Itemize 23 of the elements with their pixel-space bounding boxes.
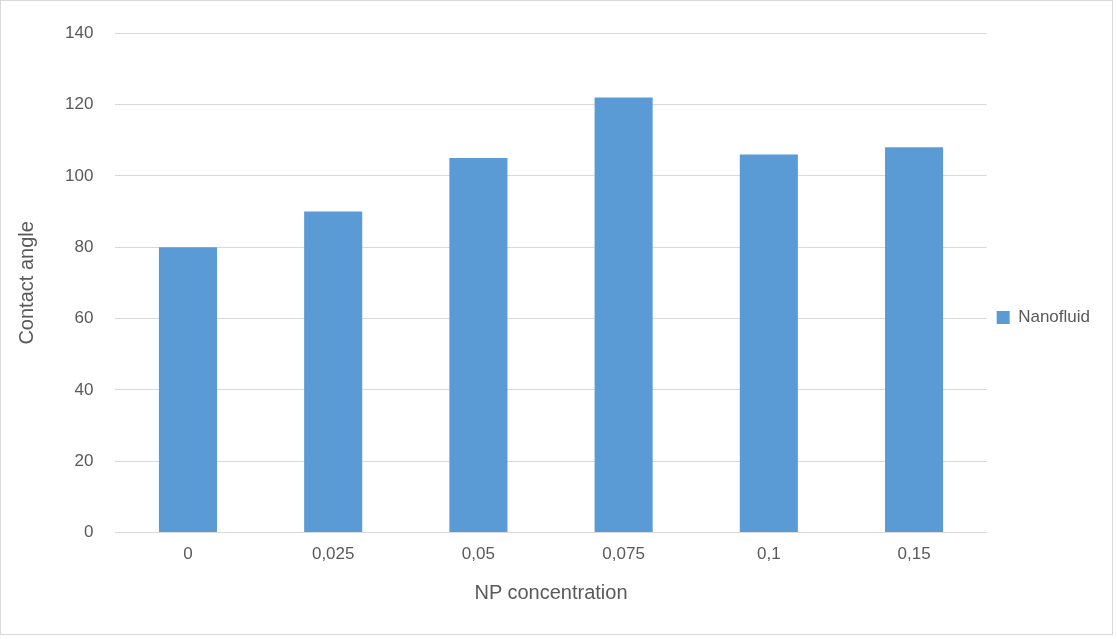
x-tick-label: 0,025: [311, 544, 355, 564]
y-axis-title: Contact angle: [14, 221, 37, 345]
y-tick-label: 80: [74, 236, 94, 256]
y-tick-label: 0: [83, 522, 94, 542]
bar: [304, 211, 363, 533]
bar: [594, 97, 653, 533]
y-tick-label: 120: [64, 94, 94, 114]
legend-label: Nanofluid: [1018, 307, 1090, 327]
bar: [739, 154, 798, 533]
y-tick-label: 20: [74, 450, 94, 470]
y-tick-label: 100: [64, 165, 94, 185]
y-tick-label: 140: [64, 22, 94, 42]
y-tick-label: 40: [74, 379, 94, 399]
bar: [158, 247, 218, 533]
x-axis-title: NP concentration: [474, 580, 628, 603]
bar: [449, 158, 508, 533]
x-tick-label: 0,15: [897, 544, 931, 564]
bar: [885, 147, 944, 533]
x-tick-label: 0,075: [602, 544, 645, 564]
x-tick-label: 0,1: [757, 544, 781, 564]
y-tick-label: 60: [74, 308, 94, 328]
x-tick-label: 0,05: [461, 544, 495, 564]
x-tick-label: 0: [183, 544, 193, 564]
